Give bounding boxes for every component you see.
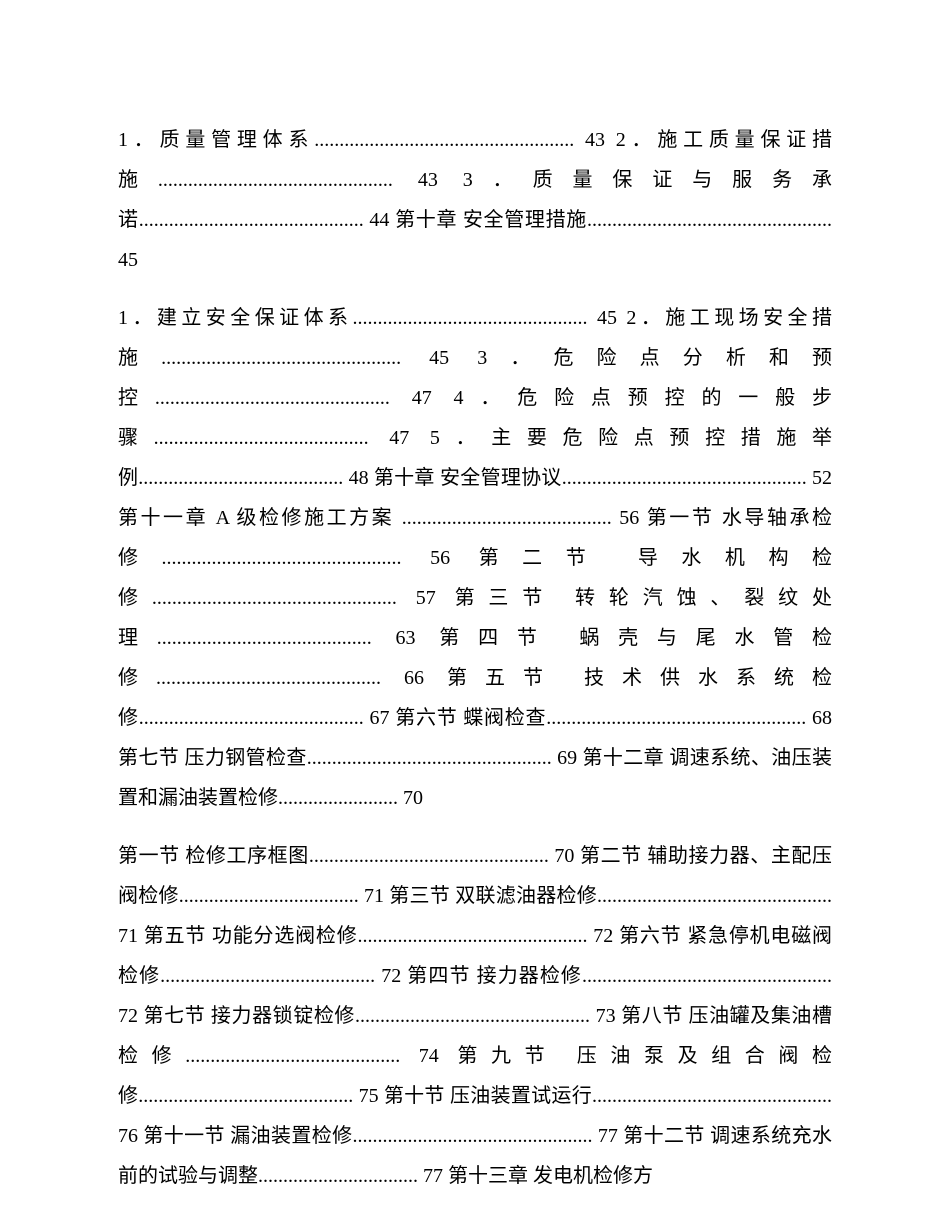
toc-paragraph-2: 1．建立安全保证体系..............................… [118,298,832,818]
toc-paragraph-3: 第一节 检修工序框图..............................… [118,836,832,1196]
toc-paragraph-1: 1．质量管理体系................................… [118,120,832,280]
